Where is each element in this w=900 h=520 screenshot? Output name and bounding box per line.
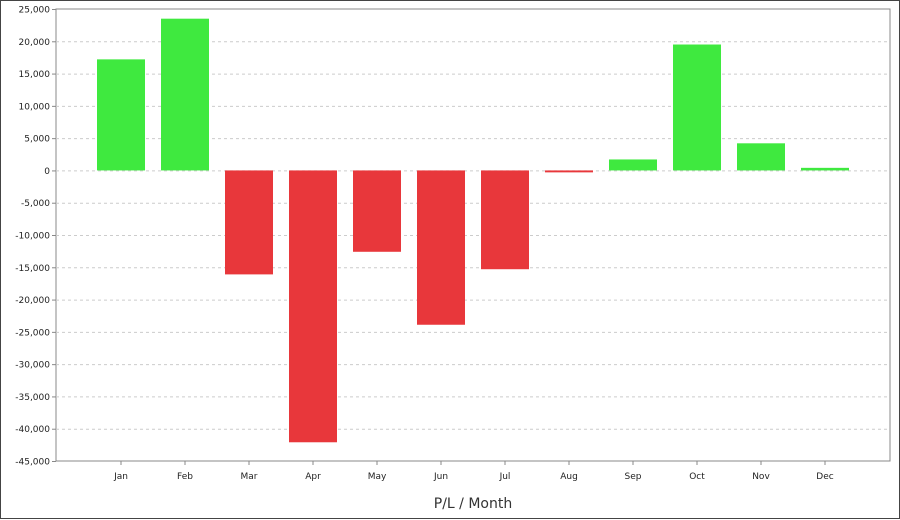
x-tick-label: Jun	[433, 472, 448, 482]
bar-mar	[225, 170, 273, 275]
y-tick-label: 0	[44, 167, 50, 177]
bar-may	[353, 170, 401, 252]
bar-oct	[673, 44, 721, 171]
y-tick-label: 10,000	[19, 102, 51, 112]
x-tick-label: Mar	[241, 472, 258, 482]
bar-aug	[545, 170, 593, 173]
bar-sep	[609, 159, 657, 171]
bar-apr	[289, 170, 337, 443]
bar-nov	[737, 143, 785, 171]
y-tick-label: -25,000	[15, 328, 50, 338]
y-tick-label: -35,000	[15, 393, 50, 403]
x-tick-label: Jul	[499, 472, 511, 482]
bar-jan	[97, 59, 145, 171]
y-tick-label: -40,000	[15, 425, 50, 435]
y-tick-labels: 25,000 20,000 15,000 10,000 5,000 0 -5,000 -10,…	[15, 6, 50, 468]
bar-jul	[481, 170, 529, 270]
y-tick-label: -30,000	[15, 361, 50, 371]
x-tick-label: Aug	[560, 472, 578, 482]
x-tick-label: Dec	[816, 472, 833, 482]
y-tick-label: -10,000	[15, 232, 50, 242]
y-tick-label: 5,000	[24, 135, 50, 145]
x-tick-labels: Jan Feb Mar Apr May Jun Jul Aug Sep Oct Nov Dec	[113, 472, 834, 482]
bar-dec	[801, 167, 849, 171]
y-tick-label: -5,000	[21, 199, 50, 209]
y-tick-label: -45,000	[15, 458, 50, 468]
x-tick-label: Nov	[752, 472, 770, 482]
y-tick-label: 15,000	[19, 70, 51, 80]
y-tick-label: 25,000	[19, 6, 51, 16]
bar-feb	[161, 18, 209, 171]
x-tick-label: Feb	[177, 472, 193, 482]
x-tick-label: May	[368, 472, 387, 482]
y-tick-label: -15,000	[15, 264, 50, 274]
x-tick-label: Oct	[689, 472, 705, 482]
bar-jun	[417, 170, 465, 325]
x-tick-label: Sep	[625, 472, 642, 482]
x-axis-label: P/L / Month	[434, 496, 512, 512]
axes	[52, 9, 826, 465]
x-tick-label: Jan	[113, 472, 128, 482]
x-tick-label: Apr	[305, 472, 321, 482]
y-tick-label: 20,000	[19, 38, 51, 48]
y-tick-label: -20,000	[15, 296, 50, 306]
bars	[97, 18, 849, 443]
